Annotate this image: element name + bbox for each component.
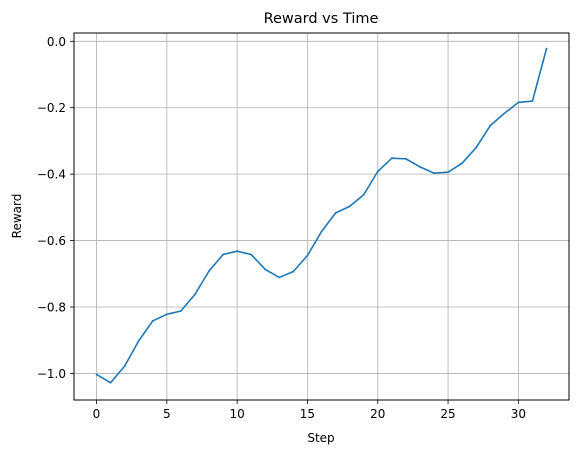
data-point <box>545 47 548 50</box>
data-point <box>208 270 210 273</box>
axis-ticks: 0 5 10 15 20 25 30 −1.0 −0.8 −0.6 −0.4 −0.2 0.0 <box>37 35 526 421</box>
data-point <box>236 250 239 253</box>
data-point <box>137 339 140 342</box>
y-tick-label: 0.0 <box>47 35 66 49</box>
x-tick-label: 25 <box>440 407 455 421</box>
data-point <box>531 100 534 102</box>
data-point <box>264 268 267 271</box>
data-point <box>362 193 365 196</box>
y-tick-label: −0.8 <box>37 301 66 315</box>
grid-lines <box>74 33 569 400</box>
data-point <box>151 320 154 322</box>
data-point <box>475 146 478 149</box>
data-point <box>334 212 337 214</box>
data-point <box>278 276 281 279</box>
data-point <box>123 365 126 368</box>
series-line <box>96 48 548 384</box>
data-point <box>390 157 393 160</box>
data-point <box>194 293 196 296</box>
series-layer <box>95 47 548 384</box>
x-tick-label: 10 <box>229 407 244 421</box>
data-point <box>517 101 520 104</box>
plot-frame <box>73 32 570 401</box>
data-point <box>376 170 379 173</box>
data-point <box>433 172 435 175</box>
data-point <box>222 253 224 256</box>
data-point <box>250 253 253 256</box>
data-point <box>348 205 351 208</box>
x-tick-label: 15 <box>300 407 315 421</box>
data-point <box>292 270 295 273</box>
data-point <box>489 124 492 127</box>
y-tick-label: −0.6 <box>37 234 66 248</box>
x-tick-label: 5 <box>163 407 171 421</box>
data-point <box>461 162 464 165</box>
x-tick-label: 30 <box>511 407 526 421</box>
data-point <box>179 310 182 312</box>
data-point <box>306 254 309 257</box>
y-tick-label: −0.4 <box>37 168 66 182</box>
y-tick-label: −1.0 <box>37 367 66 381</box>
y-axis-label: Reward <box>10 194 24 239</box>
data-point <box>447 171 449 174</box>
data-point <box>109 381 112 384</box>
x-tick-label: 20 <box>370 407 385 421</box>
chart-title: Reward vs Time <box>264 11 379 27</box>
data-point <box>404 157 407 160</box>
data-point <box>320 230 323 233</box>
data-point <box>503 112 506 115</box>
data-point <box>165 313 168 316</box>
data-point <box>95 373 98 376</box>
x-tick-label: 0 <box>93 407 101 421</box>
y-tick-label: −0.2 <box>37 101 66 115</box>
x-axis-label: Step <box>307 431 334 445</box>
data-point <box>419 165 421 168</box>
